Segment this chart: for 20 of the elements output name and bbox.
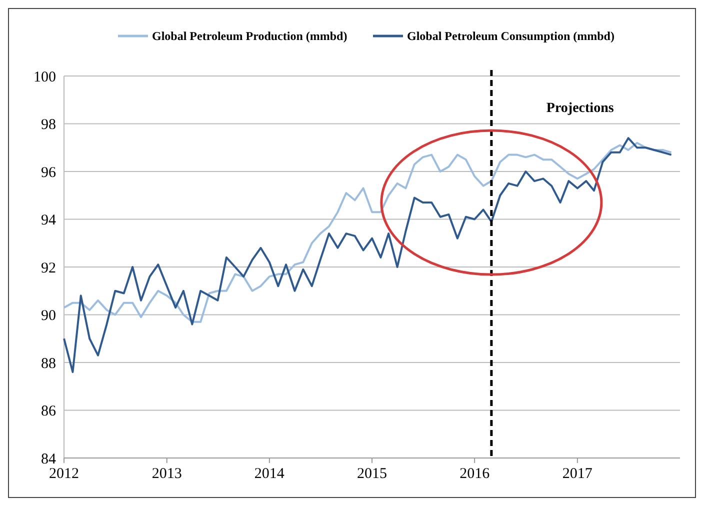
line-series [63, 142, 672, 323]
y-tick-label: 88 [41, 356, 56, 372]
x-tick-label: 2016 [460, 466, 490, 482]
y-tick-label: 100 [34, 69, 56, 86]
x-tick-label: 2013 [152, 466, 182, 482]
y-tick-label: 86 [41, 404, 56, 420]
x-tick-label: 2015 [357, 466, 387, 482]
line-series [63, 137, 672, 374]
y-tick-label: 98 [41, 117, 56, 133]
y-tick-label: 90 [41, 308, 56, 324]
y-tick-label: 94 [41, 212, 56, 228]
x-tick-label: 2017 [562, 466, 593, 482]
legend-label: Global Petroleum Consumption (mmbd) [407, 29, 614, 44]
y-tick-label: 84 [41, 451, 56, 468]
y-tick-label: 92 [41, 260, 56, 276]
annotation: Projections [546, 101, 614, 116]
x-tick-label: 2012 [49, 466, 79, 482]
y-tick-label: 96 [41, 164, 56, 181]
legend-label: Global Petroleum Production (mmbd) [152, 29, 348, 44]
x-tick-label: 2014 [254, 466, 285, 482]
